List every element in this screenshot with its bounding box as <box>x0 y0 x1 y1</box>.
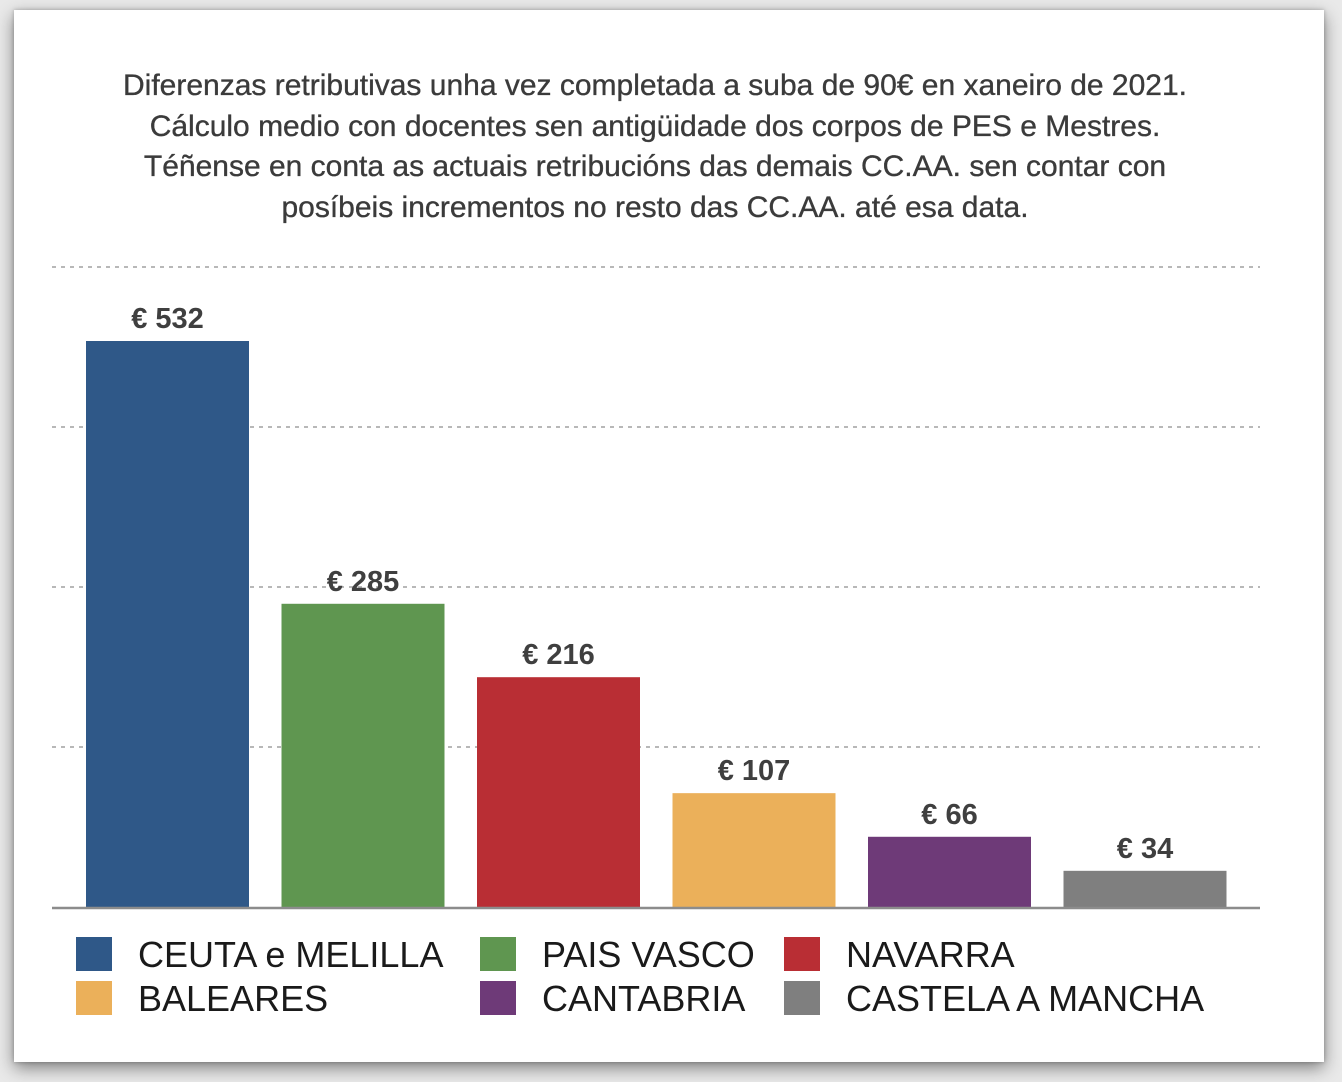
title-line: Téñense en conta as actuais retribucións… <box>143 150 1167 183</box>
bar <box>672 793 836 907</box>
legend-label: PAIS VASCO <box>542 934 755 975</box>
legend-swatch <box>480 937 516 971</box>
legend-swatch <box>784 981 820 1015</box>
title-line: Cálculo medio con docentes sen antigüida… <box>149 109 1161 143</box>
legend-swatch <box>76 937 112 971</box>
data-label: € 216 <box>522 639 595 671</box>
data-label: € 34 <box>1117 833 1173 865</box>
bar <box>868 836 1031 907</box>
bar <box>86 341 249 907</box>
legend-label: CASTELA A MANCHA <box>846 978 1205 1019</box>
bar <box>477 677 640 907</box>
legend-label: NAVARRA <box>846 934 1015 975</box>
legend-swatch <box>480 981 516 1015</box>
title-line: posíbeis incrementos no resto das CC.AA.… <box>281 190 1029 224</box>
legend-label: BALEARES <box>138 978 329 1019</box>
data-label: € 66 <box>921 799 977 831</box>
legend-swatch <box>76 981 112 1015</box>
bar <box>281 603 445 907</box>
title-line: Diferenzas retributivas unha vez complet… <box>122 69 1188 102</box>
data-label: € 285 <box>327 566 400 598</box>
legend-swatch <box>784 937 820 971</box>
legend-label: CANTABRIA <box>542 978 746 1019</box>
legend: CEUTA e MELILLA PAIS VASCO NAVARRA BALEARES… <box>76 934 1276 1024</box>
data-label: € 532 <box>131 303 204 335</box>
data-label: € 107 <box>718 755 791 787</box>
bar <box>1063 870 1227 907</box>
legend-label: CEUTA e MELILLA <box>138 934 444 975</box>
chart-title: Diferenzas retributivas unha vez complet… <box>40 66 1270 228</box>
